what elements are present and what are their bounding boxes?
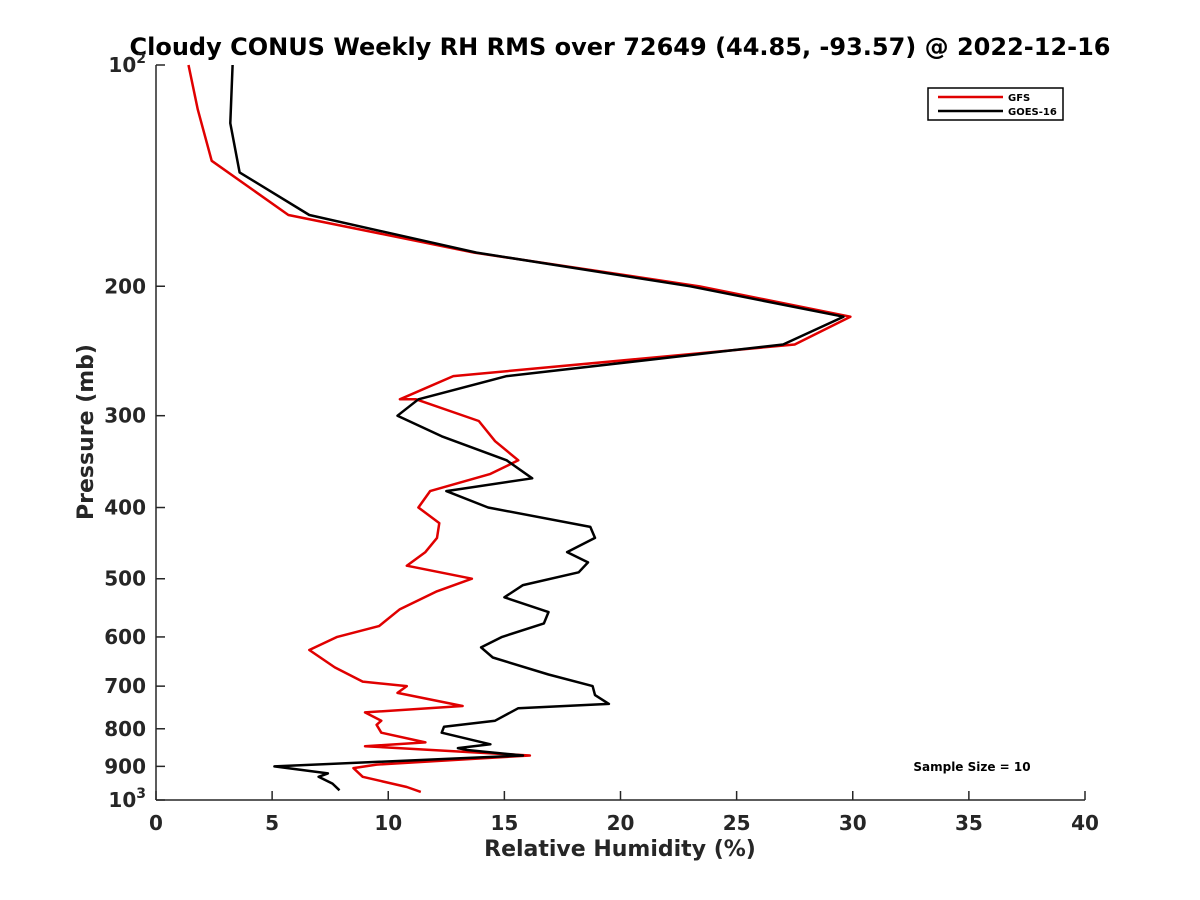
- y-tick-base: 10: [108, 788, 136, 812]
- y-axis-label: Pressure (mb): [74, 344, 99, 520]
- y-tick-label: 800: [104, 717, 146, 741]
- legend: GFS GOES-16: [927, 87, 1064, 121]
- y-tick-label: 400: [104, 496, 146, 520]
- x-axis-ticks: 0 5 10 15 20 25 30 35 40: [149, 791, 1099, 835]
- x-tick-label: 20: [607, 811, 635, 835]
- x-tick-label: 30: [839, 811, 867, 835]
- series-line-goes-16: [229, 64, 845, 792]
- x-tick-label: 10: [374, 811, 402, 835]
- x-tick-label: 35: [955, 811, 983, 835]
- y-tick-label: 900: [104, 754, 146, 778]
- y-tick-label: 102: [108, 51, 146, 77]
- x-tick-label: 0: [149, 811, 163, 835]
- x-tick-label: 5: [265, 811, 279, 835]
- y-tick-label: 700: [104, 674, 146, 698]
- y-tick-label: 500: [104, 567, 146, 591]
- chart-title: Cloudy CONUS Weekly RH RMS over 72649 (4…: [130, 33, 1111, 61]
- legend-box: [927, 87, 1064, 121]
- y-tick-label: 103: [108, 786, 146, 812]
- y-tick-label: 600: [104, 625, 146, 649]
- legend-label: GOES-16: [1008, 107, 1057, 118]
- y-tick-base: 10: [108, 53, 136, 77]
- y-tick-label: 300: [104, 404, 146, 428]
- x-tick-label: 40: [1071, 811, 1099, 835]
- legend-label: GFS: [1008, 93, 1030, 104]
- x-tick-label: 25: [723, 811, 751, 835]
- x-tick-label: 15: [490, 811, 518, 835]
- y-tick-exponent: 3: [136, 786, 146, 802]
- x-axis-label: Relative Humidity (%): [484, 837, 756, 862]
- sample-size-annotation: Sample Size = 10: [913, 760, 1030, 774]
- y-tick-exponent: 2: [136, 51, 146, 67]
- y-tick-label: 200: [104, 274, 146, 298]
- data-series: [187, 64, 852, 794]
